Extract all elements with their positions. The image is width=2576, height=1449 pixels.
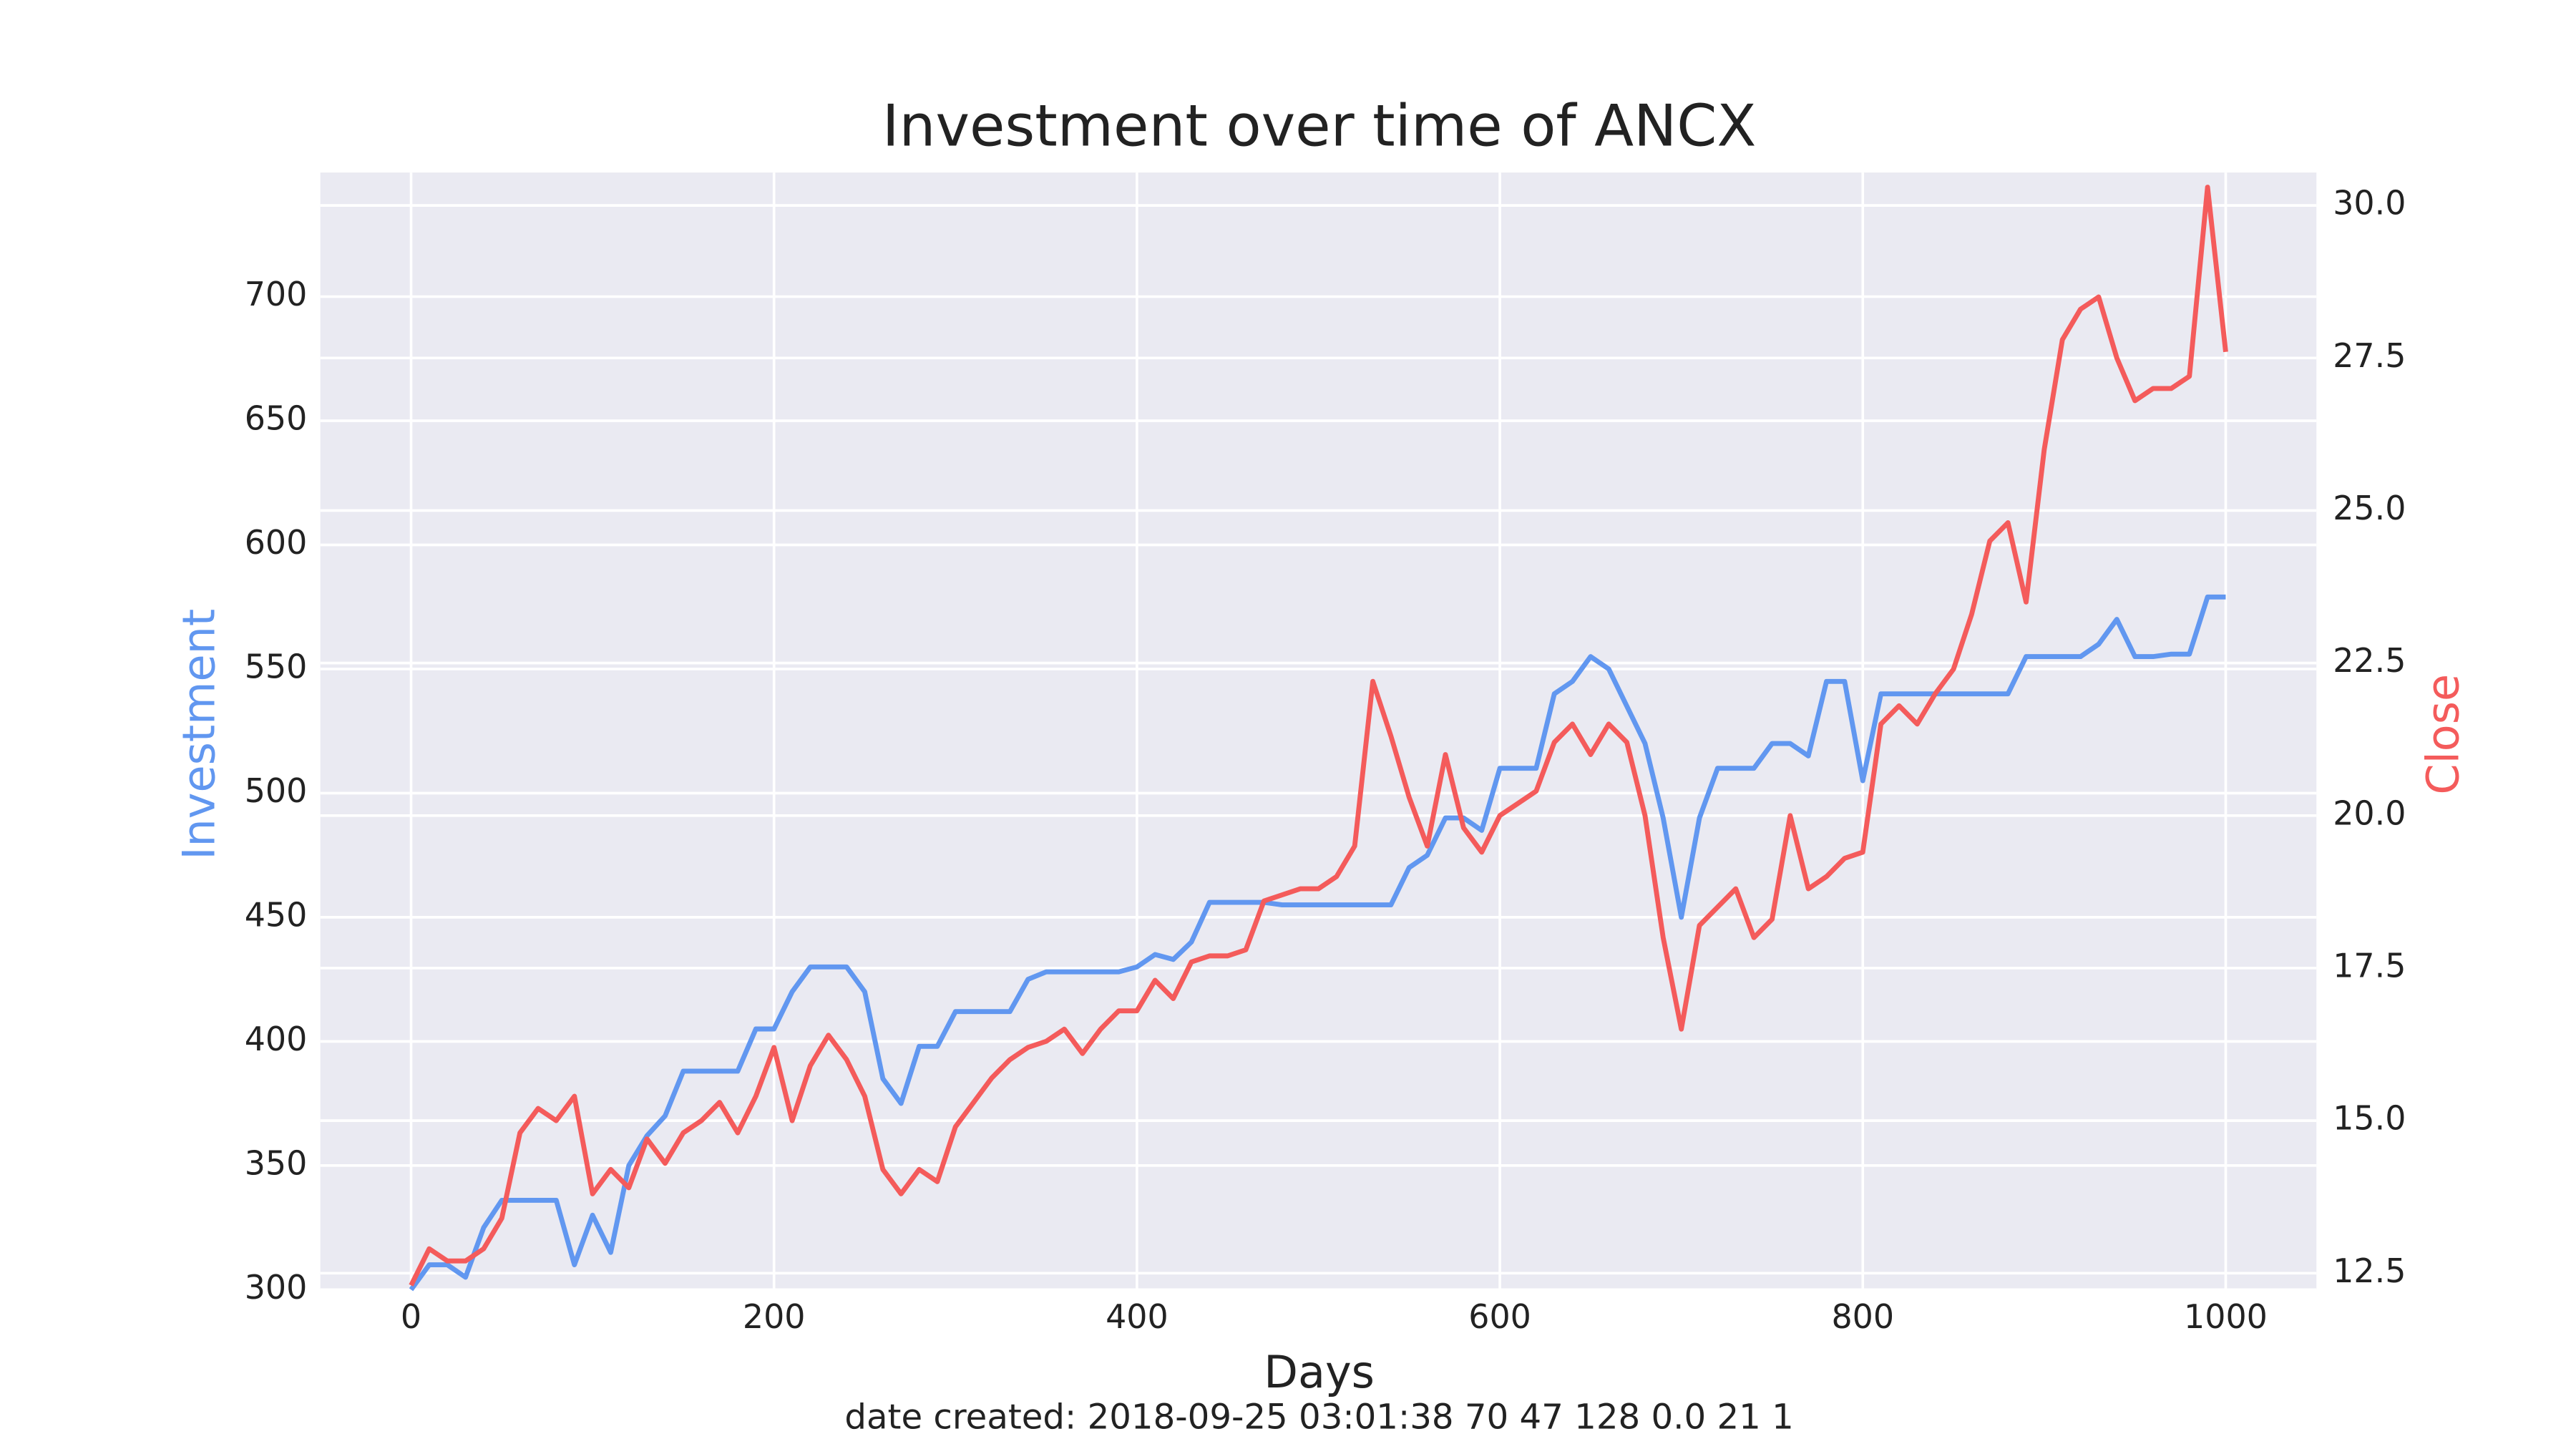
y-tick-label: 400 bbox=[245, 1020, 308, 1058]
tick-labels: 0 200 400 600 800 1000 300 350 400 450 500 550 600 65… bbox=[245, 184, 2406, 1337]
y-tick-label: 550 bbox=[245, 647, 308, 686]
x-tick-label: 400 bbox=[1106, 1297, 1169, 1336]
y2-tick-label: 27.5 bbox=[2333, 336, 2406, 375]
y-axis-label: Investment bbox=[172, 609, 225, 860]
chart-title: Investment over time of ANCX bbox=[882, 92, 1757, 159]
series-line bbox=[409, 185, 2228, 1287]
y2-axis-label: Close bbox=[2417, 674, 2469, 795]
footnote: date created: 2018-09-25 03:01:38 70 47 … bbox=[844, 1397, 1793, 1438]
y-tick-label: 500 bbox=[245, 771, 308, 810]
y-tick-label: 700 bbox=[245, 275, 308, 313]
y2-tick-label: 15.0 bbox=[2333, 1099, 2406, 1138]
x-tick-label: 0 bbox=[401, 1297, 421, 1336]
y-tick-label: 600 bbox=[245, 523, 308, 562]
x-tick-label: 600 bbox=[1468, 1297, 1531, 1336]
series-line bbox=[409, 594, 2226, 1292]
x-axis-label: Days bbox=[1264, 1346, 1375, 1398]
y-tick-label: 650 bbox=[245, 399, 308, 438]
y2-tick-label: 25.0 bbox=[2333, 489, 2406, 527]
lines bbox=[409, 185, 2228, 1292]
y2-tick-label: 20.0 bbox=[2333, 794, 2406, 832]
y2-tick-label: 17.5 bbox=[2333, 946, 2406, 985]
y-tick-label: 450 bbox=[245, 895, 308, 934]
y-tick-label: 350 bbox=[245, 1143, 308, 1182]
y2-tick-label: 12.5 bbox=[2333, 1252, 2406, 1290]
y2-tick-label: 22.5 bbox=[2333, 641, 2406, 680]
x-tick-label: 800 bbox=[1831, 1297, 1894, 1336]
grid bbox=[320, 172, 2317, 1292]
x-tick-label: 1000 bbox=[2184, 1297, 2268, 1336]
y2-tick-label: 30.0 bbox=[2333, 184, 2406, 223]
x-tick-label: 200 bbox=[743, 1297, 806, 1336]
plot-area bbox=[320, 172, 2317, 1290]
y-tick-label: 300 bbox=[245, 1268, 308, 1307]
